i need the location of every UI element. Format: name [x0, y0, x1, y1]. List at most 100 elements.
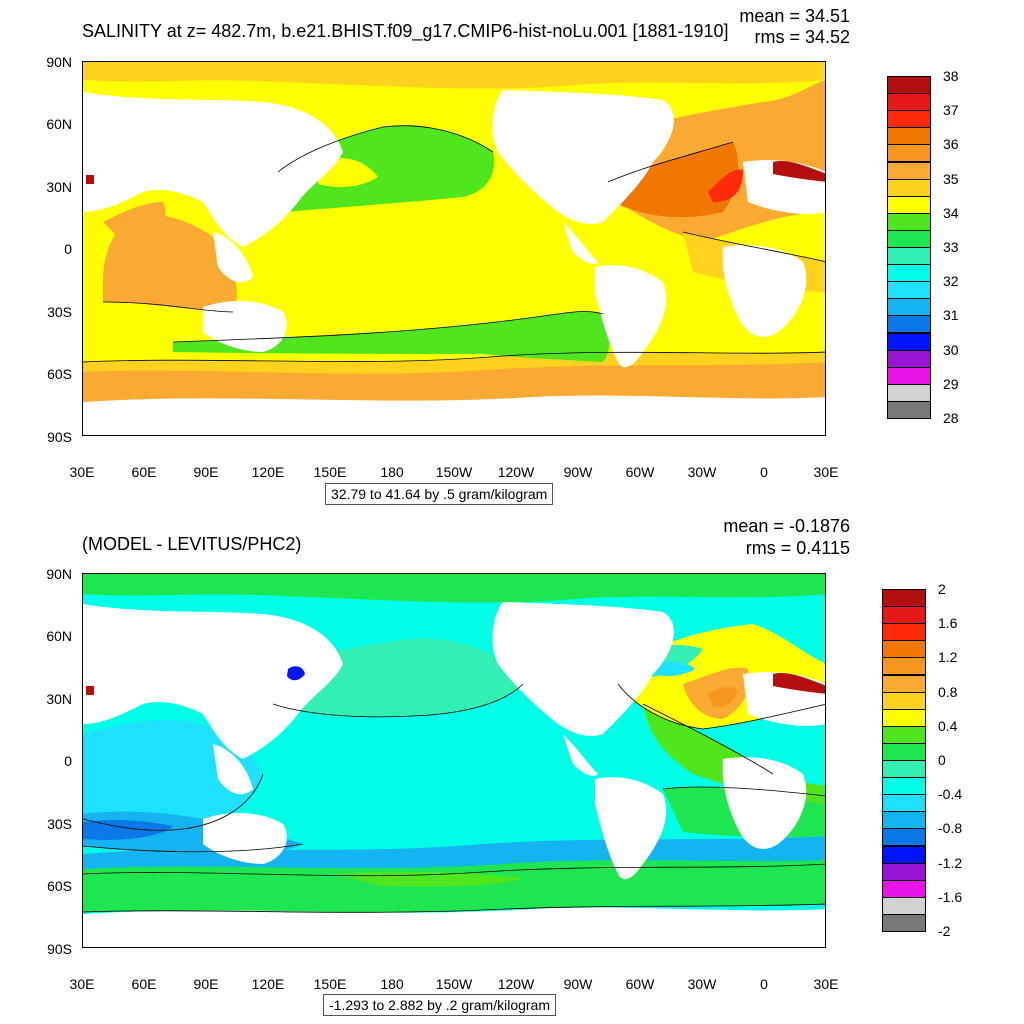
bottom-colorbar-label: -1.6: [938, 888, 963, 905]
top-lon-label: 90E: [193, 464, 219, 480]
bottom-colorbar-swatch: [882, 674, 926, 693]
top-colorbar-swatch: [887, 298, 931, 317]
top-colorbar-swatch: [887, 178, 931, 197]
top-lon-label: 30E: [69, 464, 95, 480]
bottom-rms: rms = 0.4115: [745, 538, 850, 558]
top-lon-label: 90W: [563, 464, 593, 480]
top-colorbar-swatch: [887, 281, 931, 300]
top-mean: mean = 34.51: [739, 6, 850, 26]
bottom-red-sea-left: [86, 686, 94, 695]
top-lon-label: 150W: [435, 464, 473, 480]
bottom-lon-label: 30E: [813, 976, 839, 992]
top-colorbar-swatch: [887, 127, 931, 146]
bottom-lon-label: 90W: [563, 976, 593, 992]
top-colorbar-label: 30: [943, 341, 959, 358]
top-colorbar-label: 36: [943, 136, 959, 153]
bottom-colorbar: [882, 589, 926, 932]
top-lat-label: 90N: [46, 54, 72, 70]
bottom-colorbar-label: -0.4: [938, 786, 963, 803]
bottom-map-svg: [83, 574, 825, 947]
top-colorbar-swatch: [887, 195, 931, 214]
bottom-colorbar-label: 0: [938, 752, 946, 768]
top-contours: [83, 125, 825, 363]
top-lon-label: 30W: [687, 464, 717, 480]
bottom-arctic-green: [83, 574, 825, 603]
bottom-colorbar-label: 1.6: [938, 615, 958, 632]
top-map-panel: [82, 61, 826, 436]
top-lat-label: 30N: [46, 179, 72, 195]
bottom-colorbar-swatch: [882, 623, 926, 642]
top-lon-label: 30E: [813, 464, 839, 480]
top-colorbar-swatch: [887, 315, 931, 334]
bottom-colorbar-swatch: [882, 606, 926, 625]
bottom-lon-label: 60E: [131, 976, 157, 992]
top-lat-label: 90S: [47, 429, 72, 445]
bottom-colorbar-label: -2: [938, 923, 951, 939]
top-lon-label: 120W: [497, 464, 535, 480]
top-colorbar-swatch: [887, 76, 931, 95]
top-indian-orange2: [103, 202, 166, 242]
bottom-lon-label: 150E: [313, 976, 347, 992]
bottom-lon-label: 60W: [625, 976, 655, 992]
top-natl-red: [708, 169, 743, 202]
top-colorbar-swatch: [887, 110, 931, 129]
top-arctic-band: [83, 62, 825, 89]
top-land-asia-south: [213, 232, 253, 283]
top-colorbar-swatch: [887, 366, 931, 385]
top-colorbar-label: 35: [943, 170, 959, 187]
bottom-lon-label: 90E: [193, 976, 219, 992]
top-lon-label: 0: [760, 464, 768, 480]
top-colorbar-label: 32: [943, 273, 959, 290]
top-land-central-america: [563, 222, 598, 264]
top-colorbar-swatch: [887, 400, 931, 419]
top-colorbar-swatch: [887, 247, 931, 266]
top-colorbar-swatch: [887, 161, 931, 180]
top-land-africa: [722, 245, 807, 337]
bottom-colorbar-swatch: [882, 777, 926, 796]
bottom-lat-label: 60S: [47, 878, 72, 894]
top-rms: rms = 34.52: [754, 27, 850, 47]
top-colorbar-label: 37: [943, 102, 959, 119]
bottom-title: (MODEL - LEVITUS/PHC2): [82, 534, 302, 554]
top-colorbar-label: 31: [943, 307, 959, 324]
top-land-eurasia: [83, 92, 343, 247]
bottom-colorbar-label: -1.2: [938, 854, 963, 871]
bottom-colorbar-swatch: [882, 725, 926, 744]
top-colorbar-swatch: [887, 332, 931, 351]
top-colorbar-swatch: [887, 212, 931, 231]
bottom-lat-label: 90N: [46, 566, 72, 582]
bottom-blue-spot: [287, 666, 305, 681]
bottom-colorbar-swatch: [882, 589, 926, 608]
bottom-colorbar-swatch: [882, 845, 926, 864]
top-land-antarctica: [83, 395, 825, 435]
bottom-lon-label: 150W: [435, 976, 473, 992]
top-lon-label: 120E: [251, 464, 285, 480]
bottom-colorbar-swatch: [882, 811, 926, 830]
bottom-colorbar-label: 0.8: [938, 683, 958, 700]
top-colorbar: [887, 76, 931, 419]
bottom-red-med: [773, 673, 825, 694]
bottom-colorbar-swatch: [882, 794, 926, 813]
bottom-footer: -1.293 to 2.882 by .2 gram/kilogram: [323, 994, 557, 1016]
bottom-land-antarctica: [83, 907, 825, 947]
bottom-land-south-america: [595, 777, 667, 880]
top-colorbar-swatch: [887, 264, 931, 283]
bottom-land-africa: [722, 757, 807, 849]
top-colorbar-label: 28: [943, 410, 959, 426]
top-colorbar-swatch: [887, 349, 931, 368]
top-lat-label: 30S: [47, 304, 72, 320]
top-southern-yellow-lower: [83, 352, 825, 374]
bottom-natl-cyanpatch: [653, 661, 695, 677]
bottom-colorbar-swatch: [882, 879, 926, 898]
bottom-colorbar-swatch: [882, 742, 926, 761]
bottom-natl-deeporange: [708, 686, 738, 707]
top-lon-label: 150E: [313, 464, 347, 480]
top-land-australia: [203, 300, 287, 352]
bottom-land-asia-south: [213, 744, 253, 795]
bottom-lon-label: 180: [380, 976, 404, 992]
bottom-colorbar-label: -0.8: [938, 820, 963, 837]
bottom-land-central-america: [563, 734, 598, 776]
bottom-contours: [83, 683, 825, 913]
bottom-land-eurasia: [83, 604, 343, 759]
bottom-land-north-america: [492, 602, 674, 736]
